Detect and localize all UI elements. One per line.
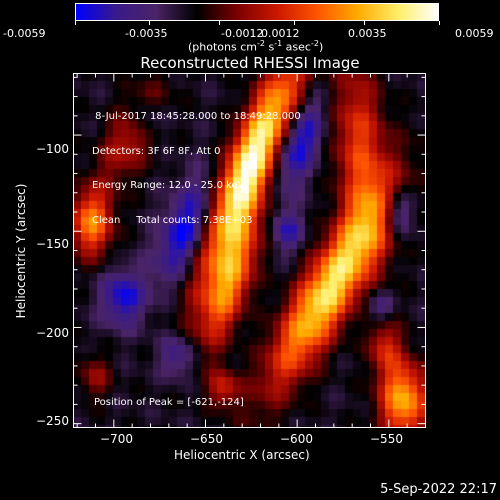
- colorbar-tick-label-2: -0.0012: [221, 27, 264, 40]
- annotation-time-range: 8-Jul-2017 18:45:28.000 to 18:49:28.000: [92, 111, 301, 122]
- colorbar-tick-5: [438, 21, 440, 25]
- colorbar-tick-label-0: -0.0059: [3, 27, 46, 40]
- y-tick-label-0: −100: [36, 142, 69, 156]
- colorbar-unit-label: (photons cm-2 s-1 asec-2): [188, 39, 324, 54]
- x-tick-label-0: −700: [100, 432, 133, 446]
- colorbar-tick-4: [364, 21, 366, 25]
- colorbar-tick-0: [74, 21, 76, 25]
- timestamp: 5-Sep-2022 22:17: [380, 482, 497, 497]
- colorbar-tick-label-5: 0.0059: [455, 27, 494, 40]
- x-tick-label-1: −650: [190, 432, 223, 446]
- y-tick-label-2: −200: [36, 326, 69, 340]
- x-tick-label-2: −600: [280, 432, 313, 446]
- colorbar-tick-label-4: 0.0035: [348, 27, 387, 40]
- chart-title: Reconstructed RHESSI Image: [140, 54, 360, 72]
- heatmap-image: [73, 73, 425, 427]
- annotation-peak-position: Position of Peak = [-621,-124]: [94, 397, 244, 408]
- colorbar-tick-label-3: 0.0012: [261, 27, 300, 40]
- colorbar-tick-label-1: -0.0035: [125, 27, 168, 40]
- y-axis-title: Heliocentric Y (arcsec): [14, 183, 28, 319]
- colorbar-tick-2: [219, 21, 221, 25]
- y-tick-label-1: −150: [36, 237, 69, 251]
- annotation-energy-range: Energy Range: 12.0 - 25.0 keV: [92, 180, 245, 191]
- annotation-detectors: Detectors: 3F 6F 8F, Att 0: [92, 145, 221, 157]
- colorbar-tick-1: [148, 21, 150, 25]
- annotation-clean-counts: Clean Total counts: 7.38E+03: [92, 214, 253, 226]
- colorbar: [75, 3, 439, 21]
- x-tick-label-3: −550: [370, 432, 403, 446]
- y-tick-label-3: −250: [36, 414, 69, 428]
- x-axis-title: Heliocentric X (arcsec): [174, 448, 310, 462]
- info-annotations: 8-Jul-2017 18:45:28.000 to 18:49:28.000 …: [92, 88, 301, 238]
- colorbar-tick-3: [293, 21, 295, 25]
- colorbar-gradient: [76, 4, 438, 20]
